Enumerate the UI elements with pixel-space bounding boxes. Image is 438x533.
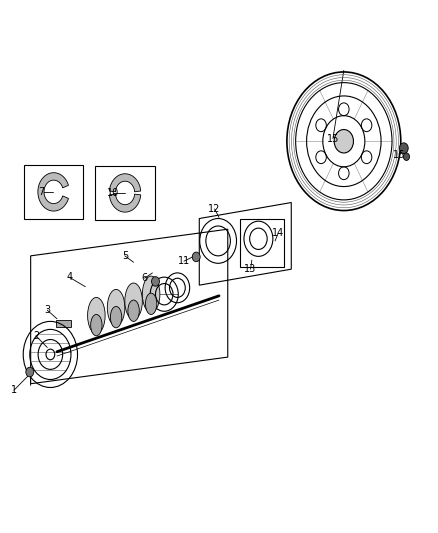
Circle shape bbox=[26, 367, 34, 377]
Polygon shape bbox=[38, 173, 68, 211]
Circle shape bbox=[403, 153, 410, 160]
Text: 2: 2 bbox=[33, 331, 39, 341]
Text: 10: 10 bbox=[107, 188, 119, 198]
Circle shape bbox=[152, 277, 159, 286]
Text: 4: 4 bbox=[66, 272, 72, 282]
FancyBboxPatch shape bbox=[56, 320, 71, 327]
Text: 16: 16 bbox=[393, 150, 406, 159]
Ellipse shape bbox=[145, 293, 157, 314]
Ellipse shape bbox=[88, 297, 105, 334]
Text: 3: 3 bbox=[44, 305, 50, 315]
Text: 12: 12 bbox=[208, 204, 221, 214]
Ellipse shape bbox=[110, 306, 122, 328]
Polygon shape bbox=[110, 194, 141, 212]
Text: 14: 14 bbox=[272, 229, 284, 238]
Bar bbox=[95, 166, 155, 220]
Circle shape bbox=[334, 130, 353, 153]
Ellipse shape bbox=[128, 300, 139, 321]
Polygon shape bbox=[110, 174, 141, 192]
Text: 5: 5 bbox=[122, 251, 128, 261]
Ellipse shape bbox=[142, 276, 160, 312]
Text: 6: 6 bbox=[141, 273, 148, 283]
Ellipse shape bbox=[91, 314, 102, 336]
Text: 1: 1 bbox=[11, 385, 17, 395]
Circle shape bbox=[192, 252, 200, 262]
Ellipse shape bbox=[125, 283, 142, 319]
Text: 15: 15 bbox=[327, 134, 339, 143]
Text: 13: 13 bbox=[244, 264, 257, 274]
Ellipse shape bbox=[107, 289, 125, 326]
Circle shape bbox=[399, 143, 408, 154]
Bar bbox=[24, 165, 83, 219]
Text: 7: 7 bbox=[39, 187, 45, 197]
Text: 11: 11 bbox=[178, 256, 190, 266]
